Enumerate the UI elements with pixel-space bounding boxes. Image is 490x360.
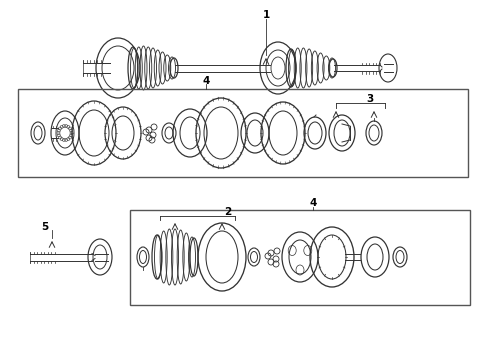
Text: 2: 2 xyxy=(224,207,232,217)
Text: 1: 1 xyxy=(262,10,270,20)
Text: 5: 5 xyxy=(41,222,49,232)
Bar xyxy=(18,89,468,177)
Text: 4: 4 xyxy=(202,76,210,86)
Bar xyxy=(130,210,470,305)
Text: 4: 4 xyxy=(309,198,317,208)
Text: 3: 3 xyxy=(367,94,373,104)
